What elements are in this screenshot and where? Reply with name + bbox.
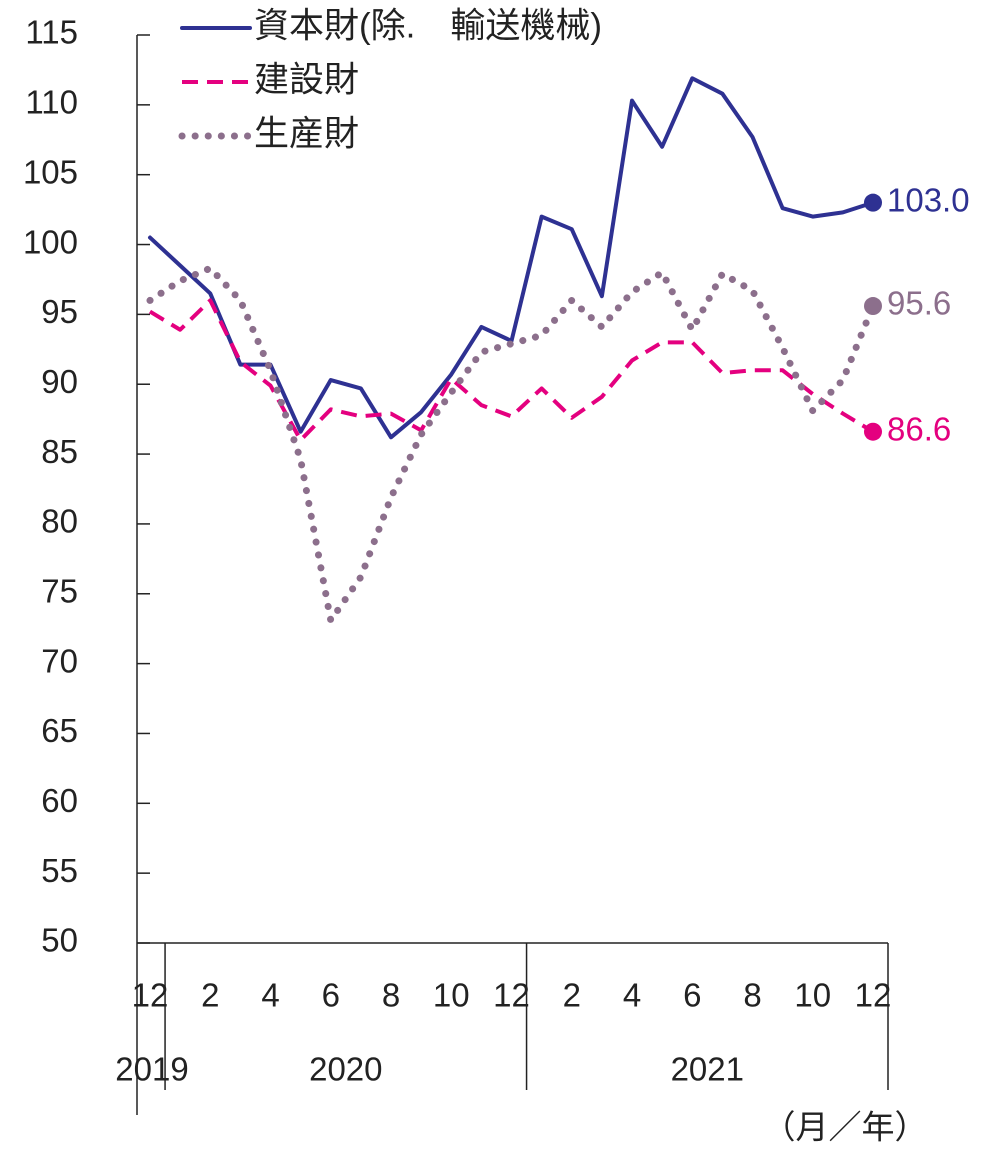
value-label: 95.6	[887, 285, 951, 322]
x-tick-label: 12	[855, 977, 892, 1014]
year-label: 2019	[115, 1051, 188, 1088]
y-tick-label: 50	[41, 922, 78, 959]
x-tick-label: 2	[563, 977, 581, 1014]
y-tick-label: 115	[25, 14, 78, 51]
year-label: 2020	[309, 1051, 382, 1088]
y-tick-label: 55	[41, 852, 78, 889]
end-marker	[864, 193, 882, 212]
x-tick-label: 4	[261, 977, 279, 1014]
y-tick-label: 95	[41, 293, 78, 330]
value-label: 86.6	[887, 410, 951, 447]
end-marker	[864, 297, 882, 316]
y-tick-label: 75	[41, 572, 78, 609]
series-line	[146, 264, 877, 624]
y-tick-label: 110	[25, 84, 78, 121]
y-tick-label: 85	[41, 433, 78, 470]
y-tick-label: 70	[41, 642, 78, 679]
legend-label: 建設財	[254, 60, 359, 99]
end-marker	[864, 422, 882, 441]
y-tick-label: 100	[23, 223, 78, 260]
x-tick-label: 10	[433, 977, 470, 1014]
x-tick-label: 4	[623, 977, 641, 1014]
x-tick-label: 2	[201, 977, 219, 1014]
x-tick-label: 8	[743, 977, 761, 1014]
y-tick-label: 60	[41, 782, 78, 819]
x-tick-label: 6	[322, 977, 340, 1014]
value-label: 103.0	[887, 181, 970, 218]
x-tick-label: 8	[382, 977, 400, 1014]
series-line	[148, 298, 875, 443]
x-axis-label: （月／年）	[763, 1109, 928, 1146]
x-tick-label: 12	[493, 977, 530, 1014]
x-tick-label: 12	[132, 977, 169, 1014]
x-tick-label: 6	[683, 977, 701, 1014]
year-label: 2021	[671, 1051, 744, 1088]
legend-label: 生産財	[254, 114, 359, 153]
y-tick-label: 105	[23, 153, 78, 190]
y-tick-label: 90	[41, 363, 78, 400]
y-tick-label: 65	[41, 712, 78, 749]
x-tick-label: 10	[794, 977, 831, 1014]
y-tick-label: 80	[41, 503, 78, 540]
legend-label: 資本財(除. 輸送機械)	[254, 6, 602, 45]
